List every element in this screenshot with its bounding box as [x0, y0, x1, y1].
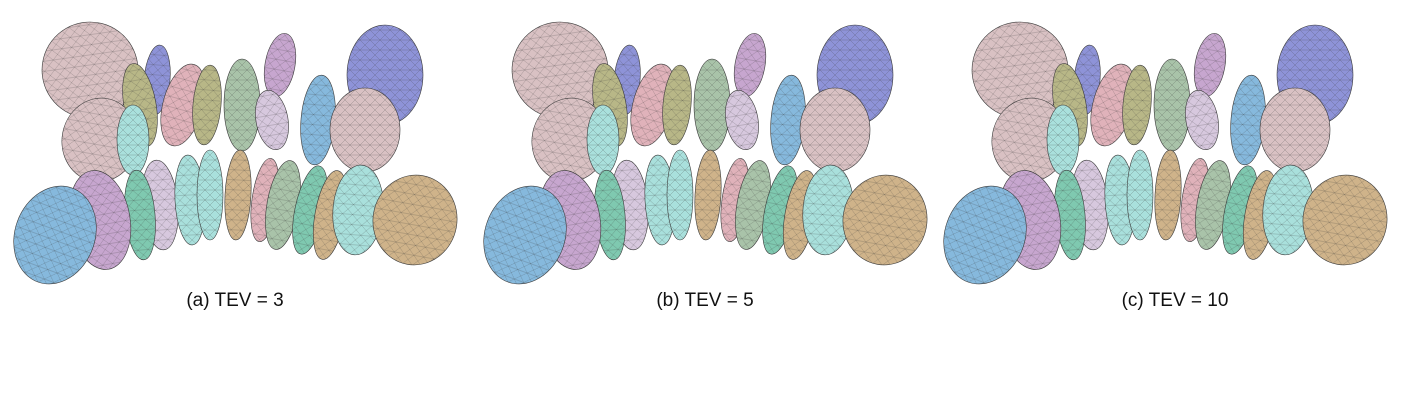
tooth-mesh	[644, 154, 676, 246]
tooth-mesh	[735, 160, 771, 250]
tooth-mesh	[662, 64, 692, 146]
dental-mesh-image	[13, 21, 458, 285]
tooth-mesh	[332, 164, 384, 256]
tooth-mesh	[1185, 90, 1219, 150]
panel-b: (b) TEV = 5	[470, 0, 940, 330]
tooth-mesh	[693, 58, 731, 152]
panel-a: (a) TEV = 3	[0, 0, 470, 330]
tooth-mesh	[174, 154, 206, 246]
tooth-mesh	[1195, 160, 1231, 250]
tooth-mesh	[1054, 169, 1086, 261]
tooth-mesh	[61, 97, 139, 183]
tooth-mesh	[263, 33, 297, 97]
tooth-mesh	[124, 169, 156, 261]
tooth-mesh	[594, 169, 626, 261]
tooth-mesh	[329, 87, 401, 173]
tooth-mesh	[1126, 149, 1154, 241]
tooth-mesh	[483, 185, 567, 285]
dental-mesh-image	[943, 21, 1388, 285]
tooth-mesh	[725, 90, 759, 150]
tooth-mesh	[586, 104, 620, 176]
tooth-mesh	[531, 97, 609, 183]
tooth-mesh	[1122, 64, 1152, 146]
tooth-mesh	[1262, 164, 1314, 256]
dental-mesh-image	[483, 21, 928, 285]
tooth-mesh	[991, 97, 1069, 183]
tooth-mesh	[943, 185, 1027, 285]
tooth-mesh	[116, 104, 150, 176]
tooth-mesh	[666, 149, 694, 241]
tooth-mesh	[694, 149, 722, 241]
tooth-mesh	[511, 21, 609, 119]
tooth-mesh	[1302, 174, 1388, 266]
tooth-mesh	[1230, 74, 1266, 166]
panel-caption: (a) TEV = 3	[186, 290, 284, 311]
tooth-mesh	[223, 58, 261, 152]
tooth-mesh	[255, 90, 289, 150]
tooth-mesh	[1259, 87, 1331, 173]
tooth-mesh	[799, 87, 871, 173]
tooth-mesh	[196, 149, 224, 241]
tooth-mesh	[842, 174, 928, 266]
tooth-mesh	[770, 74, 806, 166]
tooth-mesh	[300, 74, 336, 166]
tooth-mesh	[372, 174, 458, 266]
tooth-mesh	[733, 33, 767, 97]
tooth-mesh	[224, 149, 252, 241]
tooth-mesh	[1193, 33, 1227, 97]
tooth-mesh	[1046, 104, 1080, 176]
panel-c: (c) TEV = 10	[940, 0, 1408, 330]
tooth-mesh	[13, 185, 97, 285]
tooth-mesh	[1104, 154, 1136, 246]
tooth-mesh	[802, 164, 854, 256]
tooth-mesh	[41, 21, 139, 119]
panel-caption: (c) TEV = 10	[1121, 290, 1229, 311]
tooth-mesh	[1154, 149, 1182, 241]
tooth-mesh	[971, 21, 1069, 119]
tooth-mesh	[192, 64, 222, 146]
tooth-mesh	[1153, 58, 1191, 152]
panel-caption: (b) TEV = 5	[656, 290, 754, 311]
tooth-mesh	[265, 160, 301, 250]
